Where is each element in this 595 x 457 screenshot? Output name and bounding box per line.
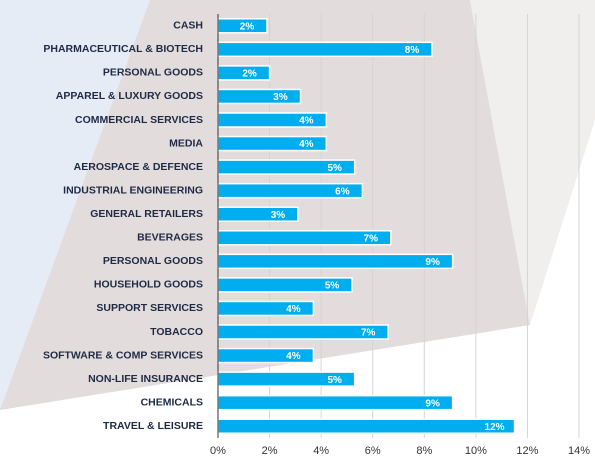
bar [217,394,454,411]
background-shape [0,0,530,410]
background-shape [470,0,595,325]
y-tick-label: GENERAL RETAILERS [90,208,203,220]
y-tick-label: APPAREL & LUXURY GOODS [56,90,203,102]
x-tick-label: 12% [516,445,538,457]
x-tick-label: 2% [262,445,278,457]
y-tick-label: MEDIA [169,137,203,149]
x-tick-label: 8% [416,445,432,457]
plot: 0% 2% 4% 6% 8% 10% 12% 14% CASH 2% PHARMACEUTICAL … [43,14,590,457]
y-tick-label: CASH [173,20,203,32]
y-tick-label: SUPPORT SERVICES [96,302,203,314]
y-tick-label: INDUSTRIAL ENGINEERING [63,184,203,196]
x-tick-label: 14% [568,445,590,457]
value-label: 4% [299,116,314,127]
y-tick-label: TRAVEL & LEISURE [103,420,203,432]
bar [217,253,454,270]
bar [217,41,433,58]
y-tick-label: PERSONAL GOODS [103,255,203,267]
value-label: 4% [299,139,314,150]
bar [217,418,516,434]
bar [217,206,299,222]
y-tick-label: SOFTWARE & COMP SERVICES [43,349,203,361]
value-label: 5% [327,375,342,386]
value-label: 8% [405,45,420,56]
value-label: 3% [271,210,286,221]
value-label: 2% [242,69,257,80]
x-tick-label: 6% [365,445,381,457]
x-tick-label: 0% [210,445,226,457]
y-tick-label: HOUSEHOLD GOODS [94,279,203,291]
value-label: 7% [364,233,379,244]
value-label: 12% [485,422,505,433]
y-tick-label: COMMERCIAL SERVICES [75,114,203,126]
bar [217,88,302,105]
value-label: 3% [273,92,288,103]
value-label: 4% [286,304,301,315]
value-label: 5% [327,163,342,174]
value-label: 4% [286,351,301,362]
y-tick-label: CHEMICALS [141,396,203,408]
value-label: 9% [425,257,440,268]
value-label: 2% [240,21,255,32]
x-tick-label: 4% [313,445,329,457]
value-label: 5% [325,281,340,292]
value-label: 6% [335,186,350,197]
y-tick-label: NON-LIFE INSURANCE [88,373,203,385]
value-label: 9% [425,398,440,409]
y-tick-label: BEVERAGES [137,232,203,244]
y-tick-label: PERSONAL GOODS [103,67,203,79]
value-label: 7% [361,328,376,339]
x-tick-label: 10% [465,445,487,457]
y-tick-label: PHARMACEUTICAL & BIOTECH [43,43,203,55]
y-tick-label: AEROSPACE & DEFENCE [74,161,203,173]
y-tick-label: TOBACCO [150,326,203,338]
